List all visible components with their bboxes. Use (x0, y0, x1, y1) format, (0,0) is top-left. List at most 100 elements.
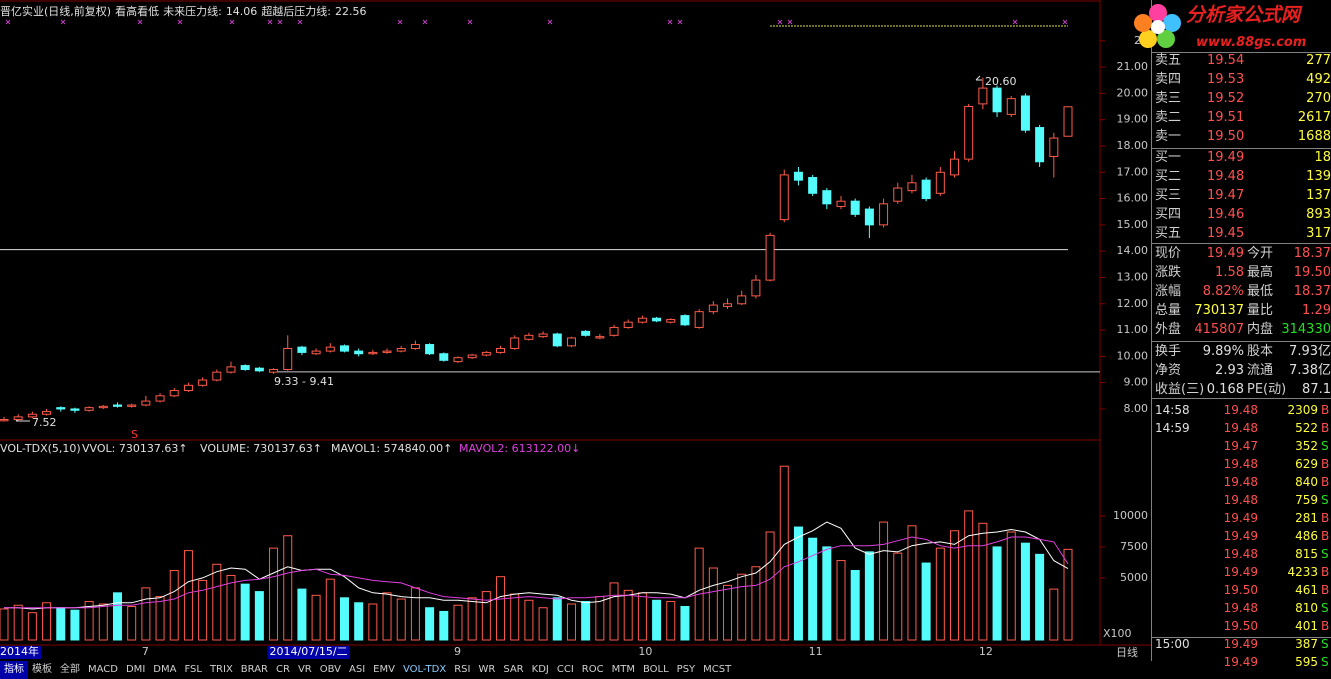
candle-body (637, 317, 647, 323)
indicator-tab[interactable]: MTM (611, 664, 635, 675)
quote-label: 内盘 (1247, 322, 1274, 337)
indicator-tab[interactable]: CR (276, 664, 290, 675)
indicator-tab[interactable]: CCI (556, 664, 574, 675)
trade-side: S (1321, 637, 1329, 651)
indicator-tab[interactable]: TRIX (209, 664, 233, 675)
candle-body (836, 200, 846, 207)
indicator-tab[interactable]: DMI (125, 664, 146, 675)
volume-ma1 (4, 521, 1069, 610)
candle-body (198, 379, 208, 386)
indicator-tab[interactable]: SAR (503, 664, 524, 675)
low-annotation: 7.52 (32, 416, 57, 429)
volume-bar (779, 465, 789, 641)
indicator-tab[interactable]: EMV (373, 664, 395, 675)
indicator-tab[interactable]: 模板 (32, 664, 52, 675)
volume-bar (1063, 548, 1073, 641)
trade-side: S (1321, 493, 1329, 507)
indicator-tab[interactable]: ROC (581, 664, 604, 675)
y-tick-label: 14.00 (1117, 244, 1149, 257)
candle-body (269, 369, 279, 373)
y-tick-label: 11.00 (1117, 323, 1149, 336)
indicator-tab[interactable]: 全部 (60, 664, 80, 675)
trade-price: 19.48 (1223, 421, 1258, 435)
separator (1152, 637, 1331, 638)
indicator-tab[interactable]: PSY (676, 664, 696, 675)
indicator-tab[interactable]: 指标 (0, 661, 28, 679)
quote-label: 量比 (1247, 303, 1274, 318)
high-annotation: 20.60 (985, 75, 1017, 88)
volume-bar (297, 588, 307, 641)
volume-bar (552, 597, 562, 641)
trade-volume: 629 (1295, 457, 1318, 471)
quote-value: 18.37 (1293, 284, 1331, 299)
indicator-tab[interactable]: BRAR (240, 664, 268, 675)
trade-time: 14:58 (1155, 403, 1190, 417)
indicator-tab[interactable]: VR (297, 664, 312, 675)
quote-value: 19.50 (1293, 265, 1331, 280)
indicator-tab[interactable]: MCST (703, 664, 732, 675)
candle-body (396, 347, 406, 352)
trade-price: 19.48 (1223, 493, 1258, 507)
volume-bar (382, 592, 392, 641)
signal-cross (422, 19, 428, 25)
candle-body (368, 351, 378, 355)
signal-cross (5, 19, 11, 25)
candle-body (155, 395, 165, 402)
quote-value: 7.38亿 (1289, 363, 1331, 378)
volume-bar (27, 612, 37, 641)
indicator-tab[interactable]: WR (478, 664, 496, 675)
signal-label: S (131, 428, 138, 441)
indicator-tab[interactable]: RSI (454, 664, 471, 675)
indicator-tab[interactable]: ASI (349, 664, 366, 675)
book-volume: 893 (1306, 207, 1331, 222)
candle-body (552, 333, 562, 347)
indicator-tab[interactable]: FSL (184, 664, 202, 675)
volume-bar (169, 569, 179, 641)
trade-price: 19.49 (1223, 637, 1258, 651)
candle-body (864, 208, 874, 226)
quote-value: 1.58 (1215, 265, 1244, 280)
volume-bar (879, 521, 889, 641)
candle-body (382, 350, 392, 353)
indicator-tab[interactable]: VOL-TDX (402, 664, 447, 675)
candle-body (439, 353, 449, 361)
indicator-tab[interactable]: DMA (153, 664, 177, 675)
volume-bar (453, 604, 463, 641)
y-tick-label: 10.00 (1117, 349, 1149, 362)
quote-label: 流通 (1247, 363, 1274, 378)
trade-price: 19.48 (1223, 457, 1258, 471)
volume-bar (978, 522, 988, 641)
signal-cross (137, 19, 143, 25)
book-volume: 137 (1306, 188, 1331, 203)
volume-bar (723, 584, 733, 641)
trade-price: 19.50 (1223, 583, 1258, 597)
candle-body (297, 346, 307, 353)
period[interactable]: 日线 (1116, 646, 1138, 659)
separator (1152, 398, 1331, 399)
book-volume: 139 (1306, 169, 1331, 184)
quote-label: 总量 (1155, 303, 1182, 318)
indicator-tab[interactable]: MACD (88, 664, 118, 675)
indicator-tab[interactable]: KDJ (531, 664, 549, 675)
breakout-label: 超越后压力线: (261, 5, 332, 18)
book-volume: 277 (1306, 53, 1331, 68)
book-price: 19.51 (1207, 110, 1245, 125)
pressure-label: 未来压力线: (163, 5, 222, 18)
signal-cross (787, 19, 793, 25)
y-tick-label: 20.00 (1117, 86, 1149, 99)
candle-body (623, 321, 633, 328)
candle-body (425, 344, 435, 355)
candle-body (1020, 95, 1030, 131)
volume-bar (325, 578, 335, 641)
trade-side: S (1321, 655, 1329, 669)
logo-icon (1134, 4, 1181, 48)
candle-body (70, 408, 80, 411)
y-tick-label: 12.00 (1117, 297, 1149, 310)
candle-body (950, 158, 960, 176)
trade-volume: 759 (1295, 493, 1318, 507)
candle-body (524, 334, 534, 340)
volume-bar (467, 597, 477, 641)
indicator-tab[interactable]: OBV (319, 664, 341, 675)
indicator-tab[interactable]: BOLL (642, 664, 669, 675)
trade-volume: 810 (1295, 601, 1318, 615)
